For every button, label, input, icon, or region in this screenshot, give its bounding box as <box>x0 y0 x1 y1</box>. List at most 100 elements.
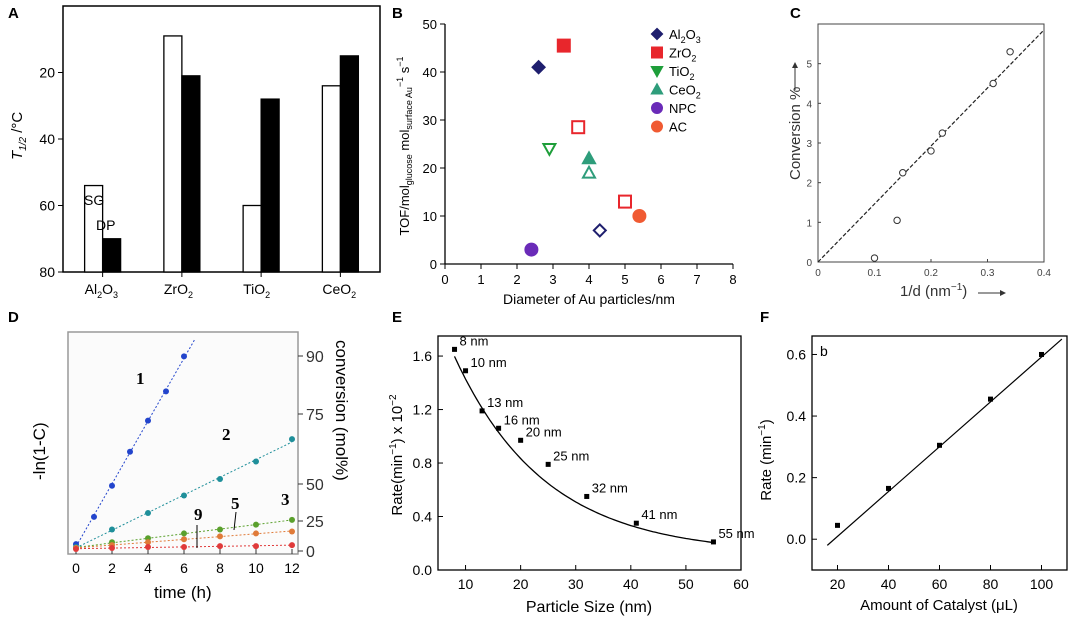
y-tick-label: 0.0 <box>413 562 433 578</box>
formula-part: AC <box>669 120 687 135</box>
x-tick-label: 0.2 <box>924 268 938 279</box>
panel-e-y-label: Rate(min−1) x 10−2 <box>388 394 406 516</box>
y-tick-label: 1 <box>806 218 812 229</box>
legend-marker-ac <box>651 120 663 133</box>
right-tick-label: 75 <box>306 407 324 424</box>
panel-d-y-label-right: conversion (mol%) <box>332 340 351 481</box>
y-tick-label: 0.2 <box>787 470 807 486</box>
bar-dp-ceo2 <box>339 55 360 273</box>
data-point <box>893 216 901 225</box>
panel-d-frame <box>67 331 299 555</box>
formula-part: 3 <box>113 290 118 300</box>
formula-part: Ce <box>669 83 686 98</box>
y-tick-label: 0 <box>430 257 437 272</box>
formula-part: 2 <box>681 35 686 45</box>
y-tick-label: 40 <box>423 65 437 80</box>
x-tick-label: 6 <box>180 560 188 576</box>
legend-marker-npc <box>651 102 663 114</box>
panel-a-category-labels: Al2O3 ZrO2 TiO2 CeO2 <box>85 281 357 300</box>
y-tick-label: 0.0 <box>787 531 807 547</box>
x-tick-label: 0 <box>441 272 448 287</box>
panel-d-x-label: time (h) <box>154 583 212 602</box>
point-label: 20 nm <box>526 424 562 439</box>
point-label: 55 nm <box>718 526 754 541</box>
formula-part: O <box>254 281 265 297</box>
bar-sg-al2o3 <box>83 184 104 273</box>
panel-e-fit-curve <box>453 356 714 544</box>
bar-sg-ceo2 <box>321 85 342 273</box>
data-point <box>899 169 907 177</box>
panel-f-ticks: 20 40 60 80 100 0.0 0.2 0.4 0.6 <box>787 346 1054 592</box>
y-tick-label: 20 <box>39 65 55 81</box>
legend-marker-ceo2 <box>650 82 664 95</box>
panel-e-x-label: Particle Size (nm) <box>526 599 652 616</box>
y-tick-label: 20 <box>423 161 437 176</box>
x-tick-label: 10 <box>248 560 264 576</box>
formula-part: Zr <box>669 46 682 61</box>
formula-part: 3 <box>696 35 701 45</box>
legend-label-tio2: TiO2 <box>669 64 695 82</box>
right-tick-label: 0 <box>306 544 315 561</box>
series-5-point <box>145 539 151 546</box>
series-3-point <box>217 526 223 533</box>
formula-part: Al <box>85 281 97 297</box>
y-tick-label: 60 <box>39 198 55 214</box>
point-label: 10 nm <box>471 355 507 370</box>
fit-line <box>826 338 1063 546</box>
panel-letter-c: C <box>790 5 801 22</box>
x-tick-label: 3 <box>549 272 556 287</box>
point-al2o3 <box>592 222 608 238</box>
data-point <box>989 79 997 88</box>
category-label-al2o3: Al2O3 <box>85 281 118 300</box>
point-tio2 <box>541 143 558 157</box>
panel-f-scatter: 20 40 60 80 100 0.0 0.2 0.4 0.6 b Amount of Cata… <box>757 335 1068 614</box>
data-point <box>988 396 993 402</box>
y-tick-label: 5 <box>806 60 812 71</box>
series-1-point <box>127 448 133 455</box>
x-tick-label: 5 <box>621 272 628 287</box>
x-tick-label: 60 <box>733 576 749 592</box>
y-tick-label: 2 <box>806 179 812 190</box>
category-label-tio2: TiO2 <box>243 281 270 300</box>
y-tick-label: 0 <box>806 258 812 269</box>
series-5-point <box>289 528 295 535</box>
formula-part: O <box>177 281 188 297</box>
point-label: 32 nm <box>592 480 628 495</box>
panel-c-ticks: 0 0.1 0.2 0.3 0.4 0 1 2 3 4 5 <box>806 60 1051 279</box>
y-tick-label: 30 <box>423 113 437 128</box>
series-2-point <box>253 458 259 465</box>
panel-f-frame <box>811 335 1068 571</box>
x-tick-label: 0.4 <box>1037 268 1051 279</box>
x-tick-label: 2 <box>513 272 520 287</box>
legend-marker-al2o3 <box>650 27 664 41</box>
x-tick-label: 4 <box>585 272 592 287</box>
formula-part: 2 <box>351 290 356 300</box>
x-tick-label: 10 <box>458 576 474 592</box>
series-2-point <box>217 475 223 482</box>
panel-d-y-label-left: -ln(1-C) <box>30 422 49 480</box>
series-5-point <box>181 536 187 543</box>
series-9-point <box>109 545 115 552</box>
bar-sg-zro2 <box>163 35 183 273</box>
panel-a-annotation-sg: SG <box>84 192 104 208</box>
panel-letter-d: D <box>8 309 19 326</box>
right-tick-label: 50 <box>306 477 324 494</box>
bar-dp-zro2 <box>181 75 201 273</box>
series-label-3: 3 <box>281 490 290 509</box>
panel-b-y-label: TOF/molglucose molsurface Au−1 s−1 <box>395 56 414 235</box>
data-point <box>584 493 590 499</box>
series-9-point <box>145 544 151 551</box>
fit-line <box>817 29 1045 263</box>
formula-part: 2 <box>696 91 701 101</box>
data-point <box>479 408 485 414</box>
formula-part: Ti <box>243 281 254 297</box>
panel-letter-a: A <box>8 5 19 22</box>
data-point <box>938 129 946 137</box>
x-tick-label: 80 <box>983 576 999 592</box>
x-tick-label: 100 <box>1030 576 1054 592</box>
x-tick-label: 30 <box>568 576 584 592</box>
